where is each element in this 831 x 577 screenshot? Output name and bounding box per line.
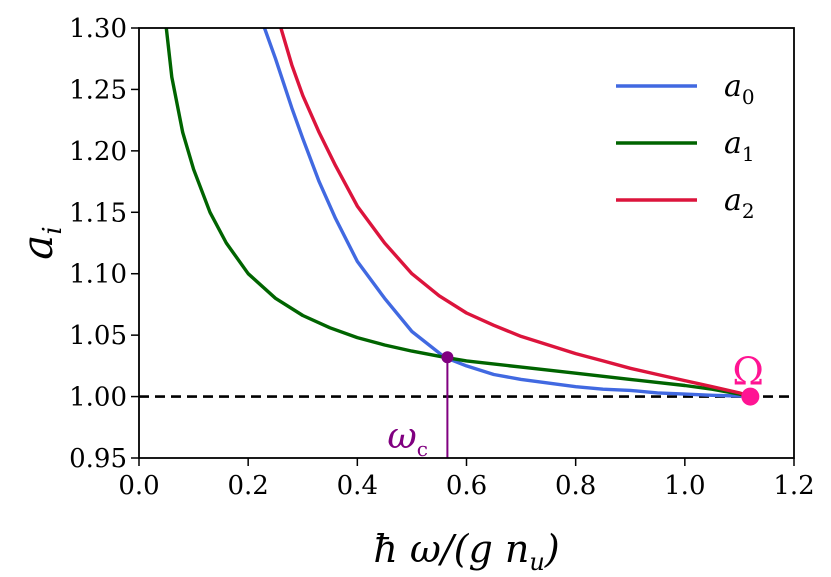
- y-tick-label: 1.30: [69, 14, 127, 44]
- series-line-a0: [262, 28, 752, 399]
- axis-ticks: 0.0 0.2 0.4 0.6 0.8 1.0 1.2 0.95 1.00 1.05 1.10 1.1…: [69, 14, 815, 501]
- legend-label-a2: a2: [724, 183, 755, 223]
- y-tick-label: 0.95: [69, 444, 127, 474]
- x-tick-label: 1.0: [664, 471, 705, 501]
- plot-frame: [138, 27, 795, 459]
- x-tick-label: 0.0: [118, 471, 159, 501]
- legend-label-a1: a1: [724, 126, 755, 166]
- y-tick-label: 1.10: [69, 260, 127, 290]
- y-axis-title: ai: [13, 226, 68, 259]
- y-tick-label: 1.15: [69, 198, 127, 228]
- x-tick-label: 0.2: [227, 471, 268, 501]
- x-tick-label: 0.4: [337, 471, 378, 501]
- legend: a0 a1 a2: [616, 69, 755, 223]
- x-tick-label: 0.6: [446, 471, 487, 501]
- y-tick-label: 1.20: [69, 137, 127, 167]
- series-line-a2: [279, 28, 752, 399]
- x-axis-title: ħ ω/(g nu): [373, 527, 559, 576]
- y-tick-label: 1.25: [69, 75, 127, 105]
- series-line-a1: [164, 28, 752, 399]
- omega-c-label: ωc: [387, 416, 428, 461]
- series-lines: [164, 28, 752, 399]
- x-tick-label: 1.2: [773, 471, 814, 501]
- y-tick-label: 1.00: [69, 383, 127, 413]
- legend-label-a0: a0: [724, 69, 755, 109]
- axis-titles: ħ ω/(g nu) ai: [13, 226, 560, 576]
- Omega-point: [741, 387, 760, 406]
- annotations: ωc Ω: [387, 350, 763, 461]
- Omega-label: Ω: [732, 350, 764, 394]
- y-tick-label: 1.05: [69, 321, 127, 351]
- x-tick-label: 0.8: [555, 471, 596, 501]
- omega-c-point: [441, 351, 454, 364]
